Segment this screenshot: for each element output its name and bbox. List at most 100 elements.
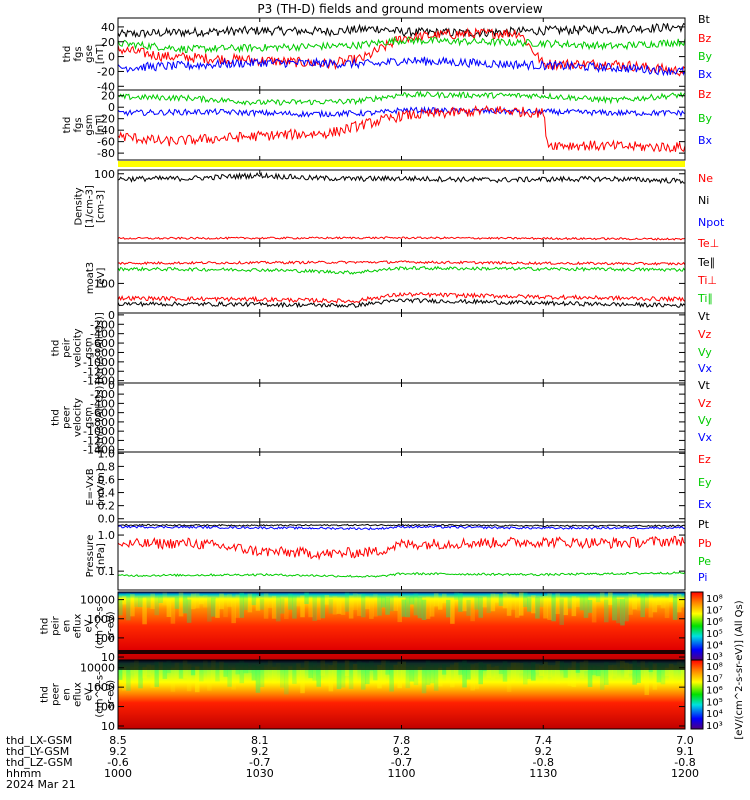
ylabel-line: eflux [73,682,84,707]
spectrogram-texture [405,597,411,618]
colorbar-tick: 10³ [706,652,723,663]
ytick-label: -800 [90,346,115,359]
colorbar-tick: 10⁷ [706,606,723,617]
spectrogram-texture [239,660,245,684]
xaxis-value: 9.2 [393,745,411,758]
spectrogram-texture [425,660,431,685]
spectrogram-texture [328,599,334,614]
spectrogram-texture [466,663,471,680]
xaxis-value: 9.2 [251,745,269,758]
spectrogram-texture [377,596,382,616]
ylabel-line: peer [62,405,73,429]
spectrogram-texture [170,667,176,692]
spectrogram-texture [656,596,662,606]
panel-frame [117,451,686,523]
xaxis-value: 1130 [529,767,557,780]
legend-peer-velocity-0: Vt [698,379,711,392]
ytick-label: 1.0 [98,529,116,542]
legend-temperature-3: Ti∥ [697,292,713,305]
spectrogram-texture [162,592,168,606]
ytick-label: -400 [90,397,115,410]
ylabel-line: en [62,620,73,633]
spectrogram-texture [494,665,500,678]
spectrogram-texture [178,663,184,679]
colorbar-label: [eV/(cm^2-s-sr-eV)] (All Qs) [734,600,745,739]
spectrogram-texture [142,667,147,679]
spectrogram-texture [267,660,273,683]
spectrogram-texture [352,593,358,611]
ylabel-line: eflux [73,614,84,639]
spectrogram-texture [531,595,536,614]
ytick-label: 10000 [80,662,115,675]
spectrogram-texture [490,593,496,612]
spectrogram-texture [527,665,532,679]
spectrogram-texture [425,596,431,619]
ylabel-line: Density [74,187,85,225]
ytick-label: 0 [108,51,115,64]
spectrogram-texture [146,597,151,608]
spectrogram-texture [620,599,625,626]
ytick-label: -1000 [83,425,115,438]
spectrogram-texture [304,592,309,605]
xaxis-value: 9.2 [535,745,553,758]
ytick-label: 1000 [87,613,115,626]
spectrogram-texture [296,598,301,607]
colorbar-tick: 10³ [706,721,723,732]
spectrogram-texture [527,598,532,612]
spectrogram-texture [421,667,427,694]
spectrogram-texture [126,667,131,691]
ylabel-line: sr-eV) [106,680,117,709]
legend-peir-velocity-3: Vx [698,362,713,375]
spectrogram-texture [215,662,220,682]
series-pressure-Pb [117,535,686,561]
legend-peir-velocity-2: Vy [698,346,712,359]
ylabel-line: [nPa] [96,543,107,569]
spectrogram-texture [324,664,330,686]
ytick-label: -800 [90,416,115,429]
xaxis-value: 7.8 [393,734,411,747]
spectrogram-texture [284,667,289,695]
spectrogram-texture [227,667,232,687]
spectrogram-texture [518,592,524,616]
spectrogram-texture [417,596,423,619]
spectrogram-texture [243,594,249,611]
spectrogram-texture [624,662,629,678]
spectrogram-texture [231,667,236,690]
spectrogram-texture [263,593,269,619]
spectrogram-texture [640,661,645,683]
spectrogram-texture [599,667,605,690]
spectrogram-texture [608,592,613,605]
ytick-label: 10 [101,720,115,733]
spectrogram-texture [312,594,317,621]
legend-fgs-gse-0: Bt [698,13,711,26]
spectrogram-texture [409,596,415,605]
spectrogram-texture [567,595,573,609]
spectrogram-texture [373,593,378,617]
colorbar [690,591,704,661]
spectrogram-texture [178,592,184,617]
ylabel-line: E=-VxB [85,468,96,505]
spectrogram-texture [203,595,208,608]
ylabel-line: peir [51,615,62,635]
spectrogram-texture [328,665,334,692]
ylabel-line: (cm^2-s- [95,671,106,718]
spectrogram-texture [604,599,609,623]
xaxis-value: 7.0 [676,734,694,747]
series-temperature-Ti∥ [117,265,686,275]
series-fgs-gse-Bt [117,22,686,39]
colorbar [690,659,704,730]
spectrogram-texture [591,665,597,676]
spectrogram-texture [405,666,411,689]
xaxis-value: -0.7 [391,756,412,769]
legend-efield-2: Ex [698,498,712,511]
spectrogram-texture [122,596,127,605]
ylabel-line: moat3 [85,262,96,294]
spectrogram-texture [680,599,686,608]
spectrogram-texture [280,598,285,614]
spectrogram-texture [174,662,180,684]
spectrogram-texture [583,594,589,618]
spectrogram-texture [437,599,443,610]
legend-pressure-0: Pt [698,518,710,531]
spectrogram-texture [587,599,593,613]
